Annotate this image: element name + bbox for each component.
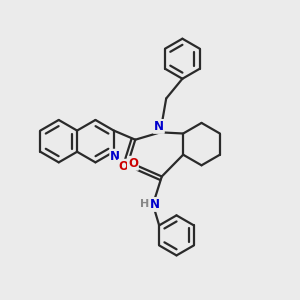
Text: O: O [128,157,138,170]
Text: O: O [118,160,128,173]
Text: N: N [150,198,160,211]
Text: N: N [154,120,164,133]
Text: H: H [140,200,149,209]
Text: N: N [110,150,120,163]
